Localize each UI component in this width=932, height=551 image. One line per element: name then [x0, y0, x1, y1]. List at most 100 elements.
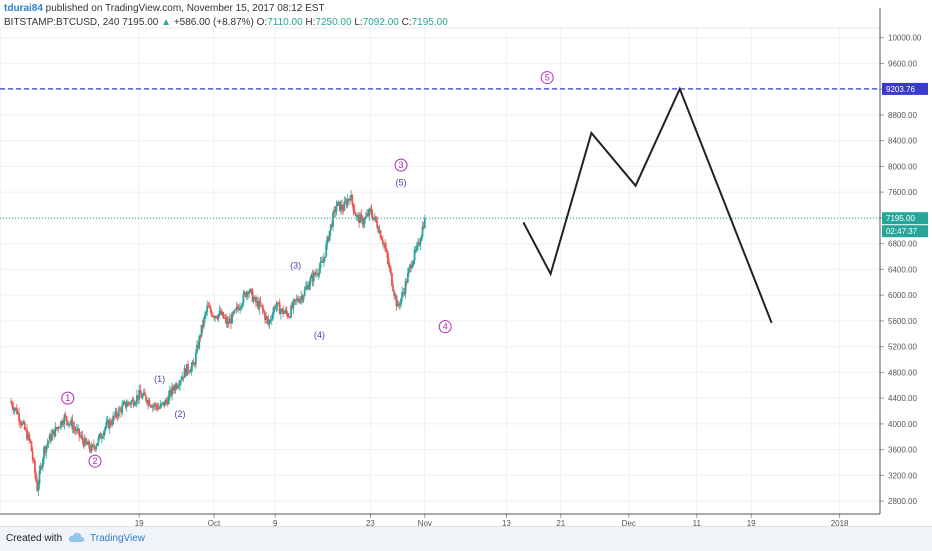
- candle-body: [157, 407, 160, 410]
- wave-label-(1): (1): [154, 374, 165, 384]
- candle-body: [334, 209, 337, 212]
- candle-body: [215, 316, 218, 318]
- candle-body: [379, 230, 382, 239]
- candle-body: [417, 242, 419, 246]
- symbol-label[interactable]: BITSTAMP:BTCUSD, 240: [4, 17, 120, 28]
- x-tick-label: 23: [366, 519, 375, 526]
- candle-body: [32, 459, 35, 462]
- wave-label-5: 5: [545, 73, 550, 83]
- candle-body: [247, 291, 249, 294]
- candle-body: [65, 416, 68, 422]
- candle-body: [344, 201, 347, 203]
- last-price: 7195.00: [122, 17, 159, 28]
- candle-body: [181, 376, 184, 380]
- candle-body: [78, 428, 81, 436]
- candle-body: [418, 242, 421, 246]
- candle-body: [185, 364, 188, 376]
- candle-body: [81, 435, 84, 441]
- candle-body: [275, 306, 278, 309]
- candle-body: [62, 424, 65, 426]
- low-label: L:: [354, 17, 363, 28]
- candle-body: [362, 223, 365, 225]
- candle-body: [224, 317, 227, 319]
- tradingview-brand[interactable]: TradingView: [90, 533, 146, 544]
- candle-body: [405, 281, 408, 283]
- candle-body: [150, 406, 153, 408]
- candle-body: [289, 316, 291, 318]
- candle-body: [219, 310, 222, 315]
- candle-body: [328, 230, 331, 241]
- low-value: 7092.00: [362, 17, 399, 28]
- candle-body: [14, 407, 17, 409]
- candle-body: [422, 226, 425, 228]
- candle-body: [260, 305, 263, 307]
- candle-body: [325, 244, 328, 257]
- author-link[interactable]: tdurai84: [4, 3, 43, 14]
- wave-label-(3): (3): [290, 261, 301, 271]
- candle-body: [77, 428, 79, 430]
- candle-body: [266, 316, 269, 320]
- tradingview-cloud-icon[interactable]: [68, 532, 86, 544]
- candle-body: [218, 310, 221, 315]
- candle-body: [386, 250, 389, 259]
- candle-body: [97, 437, 100, 444]
- candle-body: [114, 411, 117, 417]
- chart-overlays: 1 2 3 4 5 (1) (2) (3) (4) (5): [0, 71, 880, 468]
- price-axis[interactable]: 10000.009600.009200.008800.008400.008000…: [879, 8, 928, 514]
- candle-body: [117, 408, 120, 417]
- candle-body: [238, 308, 240, 311]
- candle-body: [205, 311, 207, 315]
- candle-body: [126, 402, 129, 406]
- candle-body: [154, 403, 156, 406]
- candle-body: [206, 305, 209, 312]
- candle-body: [156, 406, 159, 410]
- candle-body: [90, 445, 93, 452]
- candle-body: [190, 366, 193, 372]
- candle-body: [133, 404, 136, 406]
- candle-body: [226, 321, 229, 324]
- candle-body: [147, 399, 150, 404]
- candle-body: [83, 438, 86, 447]
- candle-body: [355, 216, 358, 218]
- candle-body: [345, 201, 348, 206]
- candle-body: [395, 295, 398, 307]
- x-tick-label: 11: [693, 519, 702, 526]
- candle-body: [180, 379, 183, 382]
- candle-body: [122, 402, 125, 406]
- candle-body: [106, 420, 109, 423]
- time-axis[interactable]: 19 Oct 9 23 Nov 13 21 Dec 11 19 2018: [0, 513, 880, 526]
- candle-body: [284, 310, 287, 313]
- candle-body: [12, 407, 15, 411]
- candle-body: [43, 447, 45, 459]
- x-tick-label: Oct: [208, 519, 221, 526]
- candle-body: [44, 447, 47, 453]
- x-tick-label: Nov: [418, 519, 432, 526]
- y-tick-label: 5200.00: [888, 343, 917, 352]
- x-tick-label: Dec: [622, 519, 636, 526]
- candle-body: [233, 310, 236, 314]
- y-tick-label: 5600.00: [888, 317, 917, 326]
- wave-label-4: 4: [443, 322, 448, 332]
- ohlc-line: BITSTAMP:BTCUSD, 240 7195.00 ▲ +586.00 (…: [4, 16, 448, 30]
- candle-body: [13, 408, 16, 411]
- candle-body: [304, 287, 307, 290]
- candle-body: [342, 209, 345, 211]
- candle-body: [176, 386, 179, 388]
- projection-path: [522, 86, 773, 324]
- candle-body: [132, 399, 135, 406]
- x-tick-label: 19: [747, 519, 756, 526]
- candle-body: [349, 198, 351, 201]
- wave-label-3: 3: [398, 160, 403, 170]
- candle-body: [175, 384, 178, 388]
- candle-body: [139, 389, 142, 395]
- candle-body: [70, 419, 73, 424]
- candle-body: [51, 433, 53, 441]
- candle-body: [228, 318, 231, 324]
- candle-body: [151, 405, 154, 408]
- candle-body: [227, 321, 230, 324]
- candle-body: [107, 420, 110, 429]
- candle-body: [60, 420, 62, 428]
- candle-body: [211, 315, 214, 317]
- open-label: O:: [256, 17, 268, 28]
